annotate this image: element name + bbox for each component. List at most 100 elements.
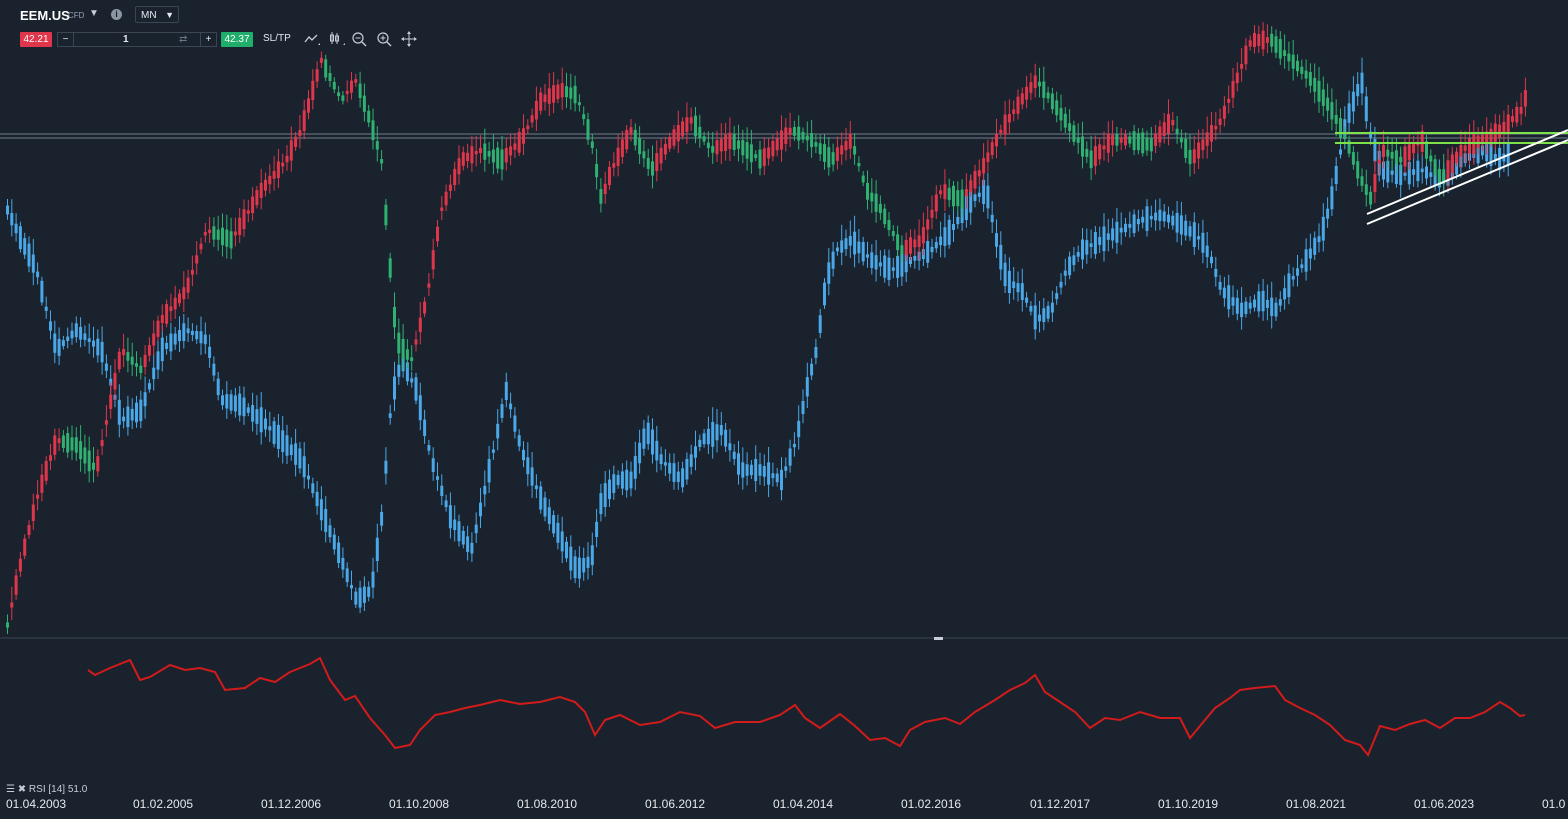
candle: [930, 246, 934, 253]
candle: [1231, 80, 1235, 98]
candle: [49, 455, 52, 461]
candle: [1201, 232, 1205, 253]
pane-resize-handle[interactable]: [934, 637, 943, 640]
candle: [1111, 228, 1115, 241]
candle: [182, 323, 186, 342]
candle: [1351, 91, 1355, 112]
sell-button[interactable]: 42.21: [20, 32, 52, 47]
buy-button[interactable]: 42.37: [221, 32, 253, 47]
candle: [1360, 176, 1364, 186]
candle: [1055, 293, 1059, 300]
candle: [672, 129, 676, 146]
candle: [208, 229, 212, 233]
candle: [629, 127, 633, 135]
trendline[interactable]: [1366, 139, 1568, 225]
line-chart-icon[interactable]: [304, 31, 320, 47]
candle: [706, 142, 710, 149]
candle: [1128, 136, 1132, 144]
candle: [943, 184, 947, 200]
candle: [1317, 80, 1321, 102]
candle: [440, 485, 444, 497]
candle: [1373, 174, 1377, 192]
candle: [1167, 114, 1170, 134]
candle: [1106, 233, 1110, 240]
candle: [427, 445, 431, 451]
candle: [1369, 131, 1373, 138]
candle: [655, 153, 659, 171]
close-icon[interactable]: ✖: [17, 784, 27, 795]
candle: [1042, 81, 1046, 98]
candle: [1025, 297, 1029, 303]
candle: [934, 242, 938, 249]
candle: [612, 474, 616, 493]
menu-icon[interactable]: ☰: [6, 784, 15, 795]
candle: [496, 147, 500, 169]
candle: [616, 474, 620, 486]
candle: [1050, 93, 1054, 110]
candle: [307, 475, 310, 480]
info-icon[interactable]: i: [111, 9, 122, 20]
candle: [500, 404, 504, 418]
candle: [1343, 134, 1347, 139]
candle: [977, 170, 981, 177]
candle: [651, 429, 654, 455]
candle: [737, 140, 740, 149]
candle: [1038, 81, 1041, 87]
candle: [565, 541, 568, 559]
candle: [92, 340, 95, 347]
trendline[interactable]: [1366, 129, 1568, 215]
timeframe-select[interactable]: MN ▼: [135, 6, 179, 23]
candle: [758, 464, 762, 476]
candle: [982, 158, 986, 174]
candle: [1308, 248, 1312, 259]
crosshair-icon[interactable]: [401, 31, 417, 47]
chevron-down-icon[interactable]: ▼: [89, 8, 99, 19]
candle: [285, 435, 289, 456]
volume-input[interactable]: 1: [123, 34, 129, 45]
candle: [569, 546, 573, 571]
candle: [659, 147, 663, 164]
candle: [539, 92, 543, 111]
symbol-name[interactable]: EEM.US: [20, 8, 70, 23]
plus-icon[interactable]: +: [200, 33, 216, 46]
indicator-legend[interactable]: ☰ ✖ RSI [14] 51.0: [6, 784, 87, 795]
candle: [332, 534, 336, 550]
volume-stepper[interactable]: − 1 ⇄ +: [57, 32, 217, 47]
candle: [818, 143, 822, 155]
candle: [1136, 133, 1140, 151]
candle: [651, 161, 654, 176]
candle: [448, 505, 452, 529]
candle: [453, 168, 457, 186]
candle: [801, 131, 805, 140]
candle: [289, 444, 293, 456]
candle: [1304, 249, 1308, 272]
zoom-in-icon[interactable]: [376, 31, 392, 47]
candle: [1124, 223, 1127, 233]
minus-icon[interactable]: −: [58, 33, 74, 46]
candle: [780, 469, 783, 491]
candle: [1149, 138, 1153, 152]
candle: [130, 408, 134, 421]
sltp-button[interactable]: SL/TP: [263, 33, 291, 44]
candle: [18, 226, 22, 250]
candle: [165, 342, 169, 349]
candle: [474, 151, 478, 155]
candle: [1300, 66, 1304, 74]
candle: [878, 203, 882, 214]
candle: [1081, 136, 1084, 157]
candlestick-icon[interactable]: [329, 31, 345, 47]
candle: [143, 354, 147, 368]
candle: [694, 446, 697, 458]
candle: [1240, 302, 1244, 318]
candle: [1399, 164, 1403, 185]
candle: [1433, 159, 1437, 176]
candle: [990, 142, 994, 156]
candle: [1313, 77, 1317, 92]
swap-icon[interactable]: ⇄: [179, 34, 188, 45]
candle: [573, 556, 577, 579]
zoom-out-icon[interactable]: [351, 31, 367, 47]
candle: [831, 251, 835, 269]
indicator-label: RSI [14] 51.0: [28, 784, 88, 795]
candle: [1175, 128, 1179, 134]
